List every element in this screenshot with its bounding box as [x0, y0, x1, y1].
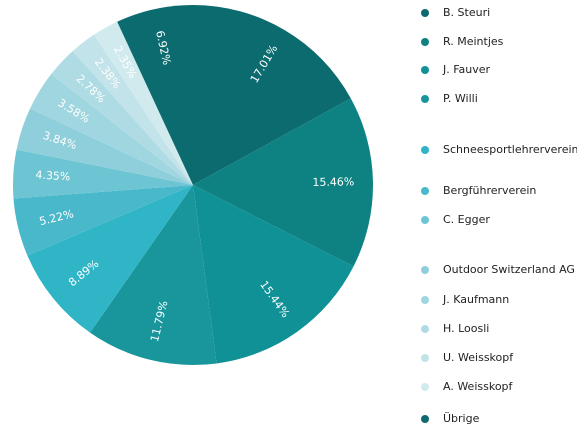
legend-label: Schneesportlehrerverein — [443, 143, 577, 156]
legend-label: R. Meintjes — [443, 35, 504, 48]
legend-swatch — [421, 415, 429, 423]
legend-label: H. Loosli — [443, 322, 489, 335]
legend-swatch — [421, 66, 429, 74]
legend-swatch — [421, 9, 429, 17]
pie-slice — [193, 98, 374, 267]
legend-swatch — [421, 187, 429, 195]
legend-swatch — [421, 38, 429, 46]
pie-slice — [51, 51, 194, 185]
legend-label: B. Steuri — [443, 6, 490, 19]
legend-label: A. Weisskopf — [443, 380, 514, 393]
pie-slice — [90, 185, 217, 365]
legend-swatch — [421, 146, 429, 154]
legend-label: P. Willi — [443, 92, 478, 105]
legend-swatch — [421, 383, 429, 391]
legend-swatch — [421, 266, 429, 274]
slice-label: 15.46% — [312, 175, 354, 189]
legend-label: J. Fauver — [442, 63, 491, 76]
legend-swatch — [421, 354, 429, 362]
legend-label: J. Kaufmann — [442, 293, 509, 306]
pie-slice — [193, 5, 351, 185]
legend-label: U. Weisskopf — [443, 351, 514, 364]
legend-swatch — [421, 325, 429, 333]
pie-slice — [72, 34, 193, 185]
legend-label: Outdoor Switzerland AG — [443, 263, 575, 276]
pie-slice — [30, 74, 193, 185]
pie-slice — [117, 5, 193, 185]
legend-label: Übrige — [443, 412, 480, 425]
pie-slice — [27, 185, 193, 333]
legend-label: Bergführerverein — [443, 184, 536, 197]
slice-label: 4.35% — [35, 168, 71, 183]
pie-slice — [13, 185, 193, 256]
pie-slice — [12, 149, 193, 199]
legend-swatch — [421, 216, 429, 224]
pie-slice — [193, 185, 354, 364]
legend-swatch — [421, 296, 429, 304]
pie-slice — [93, 21, 193, 185]
pie-slice — [16, 108, 193, 185]
legend-label: C. Egger — [443, 213, 490, 226]
legend-swatch — [421, 95, 429, 103]
